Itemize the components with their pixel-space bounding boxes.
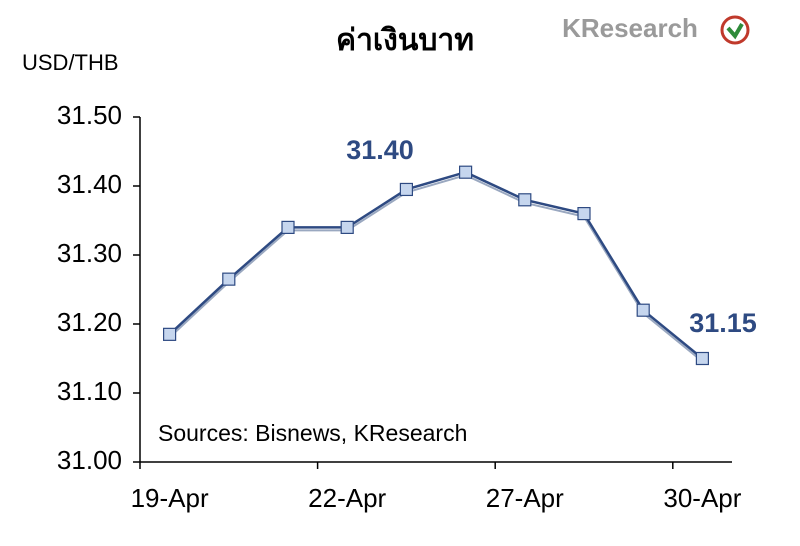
marker — [695, 351, 710, 366]
logo-icon — [720, 15, 750, 45]
annotation: 31.15 — [689, 308, 757, 338]
source-note: Sources: Bisnews, KResearch — [158, 420, 467, 446]
marker — [222, 272, 236, 286]
y-tick-label: 31.50 — [57, 100, 122, 130]
y-tick-label: 31.30 — [57, 238, 122, 268]
marker — [399, 182, 413, 197]
marker — [577, 207, 591, 221]
line-shadow — [168, 174, 704, 363]
y-tick-label: 31.00 — [57, 445, 122, 475]
y-tick-label: 31.20 — [57, 307, 122, 337]
marker — [340, 220, 354, 234]
marker — [459, 165, 473, 179]
marker — [518, 193, 532, 207]
y-axis-label: USD/THB — [22, 50, 119, 75]
marker — [636, 303, 650, 317]
marker — [163, 327, 177, 341]
line — [168, 170, 704, 360]
y-tick-label: 31.40 — [57, 169, 122, 199]
x-tick-label: 27-Apr — [486, 483, 564, 513]
x-tick-label: 30-Apr — [663, 483, 741, 513]
annotation: 31.40 — [346, 135, 414, 165]
chart-title: ค่าเงินบาท — [336, 24, 474, 57]
logo: KResearch — [562, 13, 698, 43]
logo-leaf — [726, 22, 744, 40]
y-tick-label: 31.10 — [57, 376, 122, 406]
x-tick-label: 19-Apr — [131, 483, 209, 513]
marker — [281, 220, 295, 234]
x-tick-label: 22-Apr — [308, 483, 386, 513]
